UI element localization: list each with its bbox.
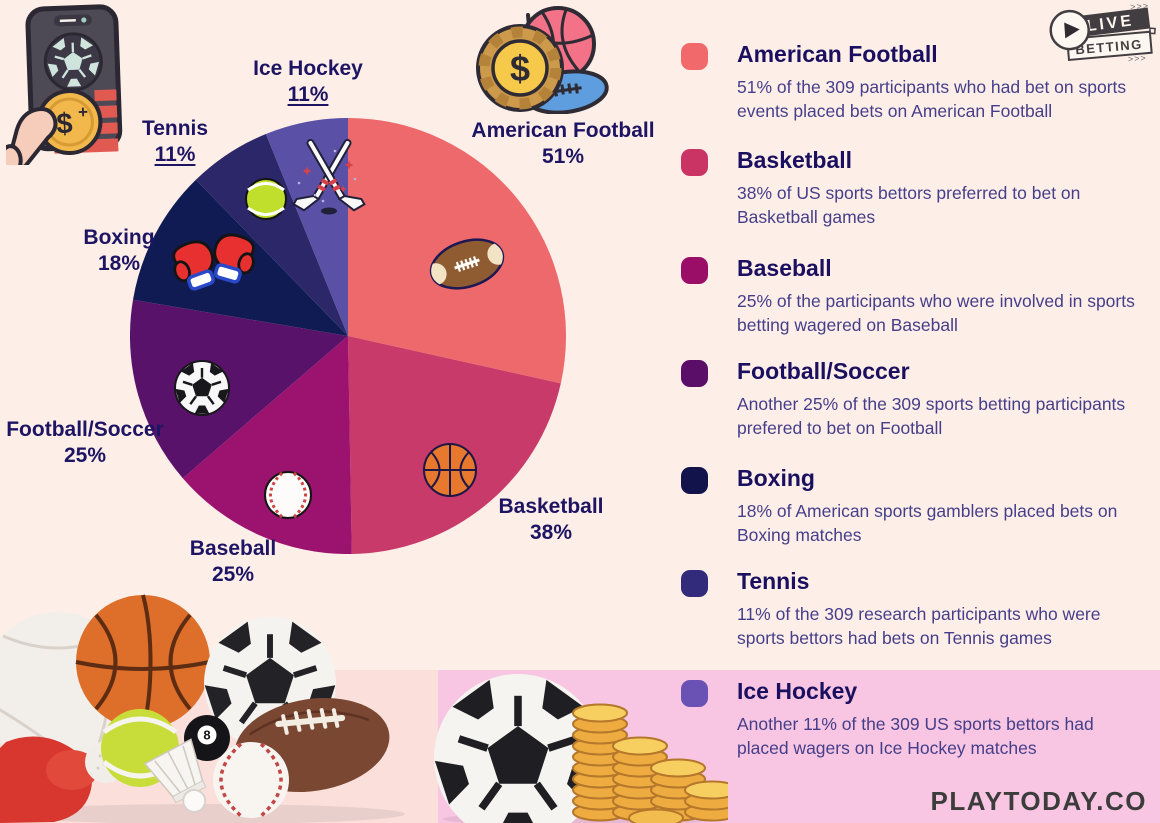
legend-item-american-football: American Football 51% of the 309 partici… bbox=[681, 41, 1151, 123]
pie-label-percent: 25% bbox=[211, 563, 255, 587]
pie-label-tennis: Tennis 11% bbox=[142, 116, 208, 169]
svg-text:8: 8 bbox=[203, 728, 210, 743]
boxing-glove-photo-icon bbox=[0, 736, 98, 823]
legend-description: 38% of US sports bettors preferred to be… bbox=[737, 182, 1081, 227]
pie-label-ice-hockey: Ice Hockey 11% bbox=[253, 56, 363, 109]
pie-slice-football-soccer bbox=[130, 299, 348, 479]
baseball-icon bbox=[263, 470, 313, 520]
basketball-photo-icon bbox=[75, 594, 211, 730]
legend-title: Baseball bbox=[737, 255, 832, 281]
pie-label-percent: 38% bbox=[529, 521, 573, 545]
pie-label-percent[interactable]: 11% bbox=[154, 143, 196, 167]
soccer-ball-icon bbox=[173, 359, 231, 417]
sports-equipment-photo: 8 bbox=[0, 594, 438, 823]
pie-label-name: Boxing bbox=[83, 226, 155, 249]
legend-title: Tennis bbox=[737, 568, 810, 594]
legend-swatch-american-football bbox=[681, 43, 708, 70]
legend-swatch-ice-hockey bbox=[681, 680, 708, 707]
legend-item-basketball: Basketball 38% of US sports bettors pref… bbox=[681, 147, 1151, 229]
svg-text:$: $ bbox=[56, 108, 73, 141]
money-and-balls-icon: $ bbox=[476, 6, 609, 114]
svg-text:$: $ bbox=[510, 48, 530, 89]
pie-label-name: Baseball bbox=[189, 537, 277, 560]
legend-swatch-basketball bbox=[681, 149, 708, 176]
brand-wordmark: PLAYTODAY.CO bbox=[930, 786, 1147, 816]
soccer-ball-and-coins-photo bbox=[434, 674, 728, 823]
legend-title: Football/Soccer bbox=[737, 358, 910, 384]
legend-title: American Football bbox=[737, 41, 938, 67]
legend-title: Basketball bbox=[737, 147, 853, 173]
coin-stacks-icon bbox=[572, 703, 728, 823]
baseball-photo-icon bbox=[213, 742, 289, 818]
pie-label-name: American Football bbox=[471, 119, 655, 142]
betting-label: BETTING bbox=[1075, 36, 1144, 57]
eight-ball-icon: 8 bbox=[184, 715, 230, 761]
pie-label-percent[interactable]: 11% bbox=[287, 83, 329, 107]
pie-label-american-football: American Football 51% bbox=[471, 118, 654, 171]
pie-label-percent: 51% bbox=[541, 145, 585, 169]
betting-phone-icon: $ + bbox=[6, 4, 123, 165]
legend-description: 11% of the 309 research participants who… bbox=[737, 603, 1101, 648]
legend-swatch-tennis bbox=[681, 570, 708, 597]
svg-text:>>>: >>> bbox=[1130, 1, 1149, 12]
pie-label-name: Ice Hockey bbox=[253, 57, 363, 80]
pie-label-name: Football/Soccer bbox=[6, 418, 164, 441]
shuttlecock-icon bbox=[143, 738, 207, 813]
legend-description: 25% of the participants who were involve… bbox=[737, 290, 1135, 335]
legend-title: Boxing bbox=[737, 465, 815, 491]
live-label: LIVE bbox=[1086, 12, 1135, 35]
legend-item-tennis: Tennis 11% of the 309 research participa… bbox=[681, 568, 1151, 650]
legend-item-boxing: Boxing 18% of American sports gamblers p… bbox=[681, 465, 1151, 547]
pie-label-name: Basketball bbox=[498, 495, 604, 518]
basketball-icon bbox=[423, 443, 477, 497]
legend-description: 18% of American sports gamblers placed b… bbox=[737, 500, 1118, 545]
pie-label-baseball: Baseball 25% bbox=[190, 536, 276, 589]
legend-description: 51% of the 309 participants who had bet … bbox=[737, 76, 1127, 121]
legend-title: Ice Hockey bbox=[737, 678, 858, 704]
pie-label-basketball: Basketball 38% bbox=[498, 494, 603, 547]
legend-item-baseball: Baseball 25% of the participants who wer… bbox=[681, 255, 1151, 337]
pie-label-football-soccer: Football/Soccer 25% bbox=[6, 417, 164, 470]
pie-label-percent: 25% bbox=[63, 444, 107, 468]
tennis-ball-icon bbox=[244, 177, 288, 221]
casino-chip-icon: $ bbox=[476, 24, 564, 112]
legend-description: Another 11% of the 309 US sports bettors… bbox=[737, 713, 1094, 758]
legend-description: Another 25% of the 309 sports betting pa… bbox=[737, 393, 1126, 438]
legend-swatch-baseball bbox=[681, 257, 708, 284]
legend-swatch-football-soccer bbox=[681, 360, 708, 387]
legend-swatch-boxing bbox=[681, 467, 708, 494]
legend-item-ice-hockey: Ice Hockey Another 11% of the 309 US spo… bbox=[681, 678, 1151, 760]
pie-label-percent: 18% bbox=[97, 252, 141, 276]
sports-betting-pie-chart bbox=[130, 118, 566, 554]
pie-label-name: Tennis bbox=[141, 117, 209, 140]
svg-text:>>>: >>> bbox=[1128, 53, 1147, 64]
live-betting-badge: >>> LIVE BETTING >>> bbox=[1049, 1, 1156, 64]
legend-item-football-soccer: Football/Soccer Another 25% of the 309 s… bbox=[681, 358, 1151, 440]
pie-label-boxing: Boxing 18% bbox=[83, 225, 154, 278]
svg-text:+: + bbox=[78, 102, 89, 121]
pie-slice-tennis bbox=[195, 134, 348, 336]
